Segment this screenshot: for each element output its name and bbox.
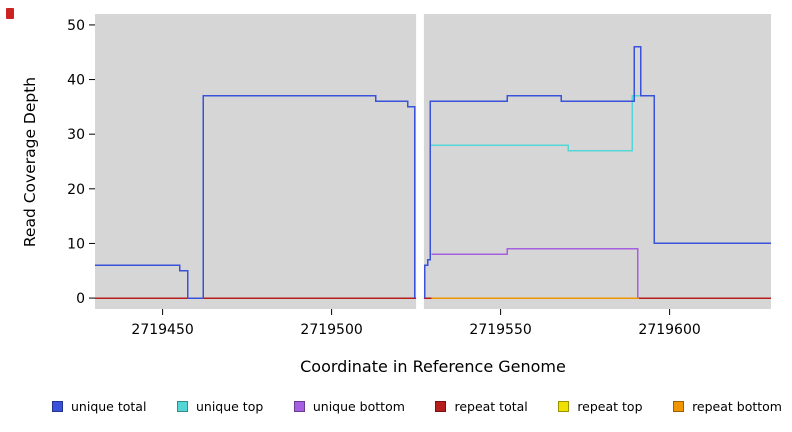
y-tick-label: 0 [76,291,85,307]
series-line-unique-total [95,95,416,299]
chart-svg: 2719450 2719500 2719550 2719600 0 10 20 30 40 50 [67,14,771,338]
y-tick-label: 50 [67,18,85,34]
legend-swatch-icon [558,401,570,412]
legend-item-repeat-top: repeat top [558,399,643,414]
series-line-unique-total [423,46,771,299]
x-tick-label: 2719450 [131,322,193,338]
x-tick-label: 2719600 [638,322,700,338]
x-tick-label: 2719550 [469,322,531,338]
legend-label: unique total [71,399,147,414]
y-tick-label: 30 [67,127,85,143]
legend-swatch-icon [293,401,305,412]
legend-label: repeat bottom [692,399,782,414]
legend-item-unique-bottom: unique bottom [293,399,405,414]
legend-swatch-icon [673,401,685,412]
legend-item-unique-total: unique total [52,399,146,414]
legend-item-repeat-total: repeat total [435,399,528,414]
plot-panel [95,14,771,309]
legend-label: unique top [195,399,264,414]
legend-label: repeat total [454,399,528,414]
y-tick-label: 40 [67,73,85,89]
red-marker-icon [6,8,14,19]
legend-swatch-icon [52,401,63,412]
x-axis-title: Coordinate in Reference Genome [300,357,566,376]
y-tick-label: 10 [67,236,85,252]
legend-swatch-icon [435,401,447,412]
legend: unique total unique top unique bottom repea… [0,399,792,414]
x-tick-label: 2719500 [300,322,362,338]
y-tick-label: 20 [67,182,85,198]
y-axis-title: Read Coverage Depth [21,76,39,248]
coverage-gap-stripe [416,14,424,309]
legend-label: repeat top [577,399,643,414]
legend-item-repeat-bottom: repeat bottom [673,399,782,414]
legend-label: unique bottom [312,399,405,414]
legend-swatch-icon [176,401,188,412]
series-line-unique-bottom [431,248,639,299]
legend-item-unique-top: unique top [176,399,264,414]
